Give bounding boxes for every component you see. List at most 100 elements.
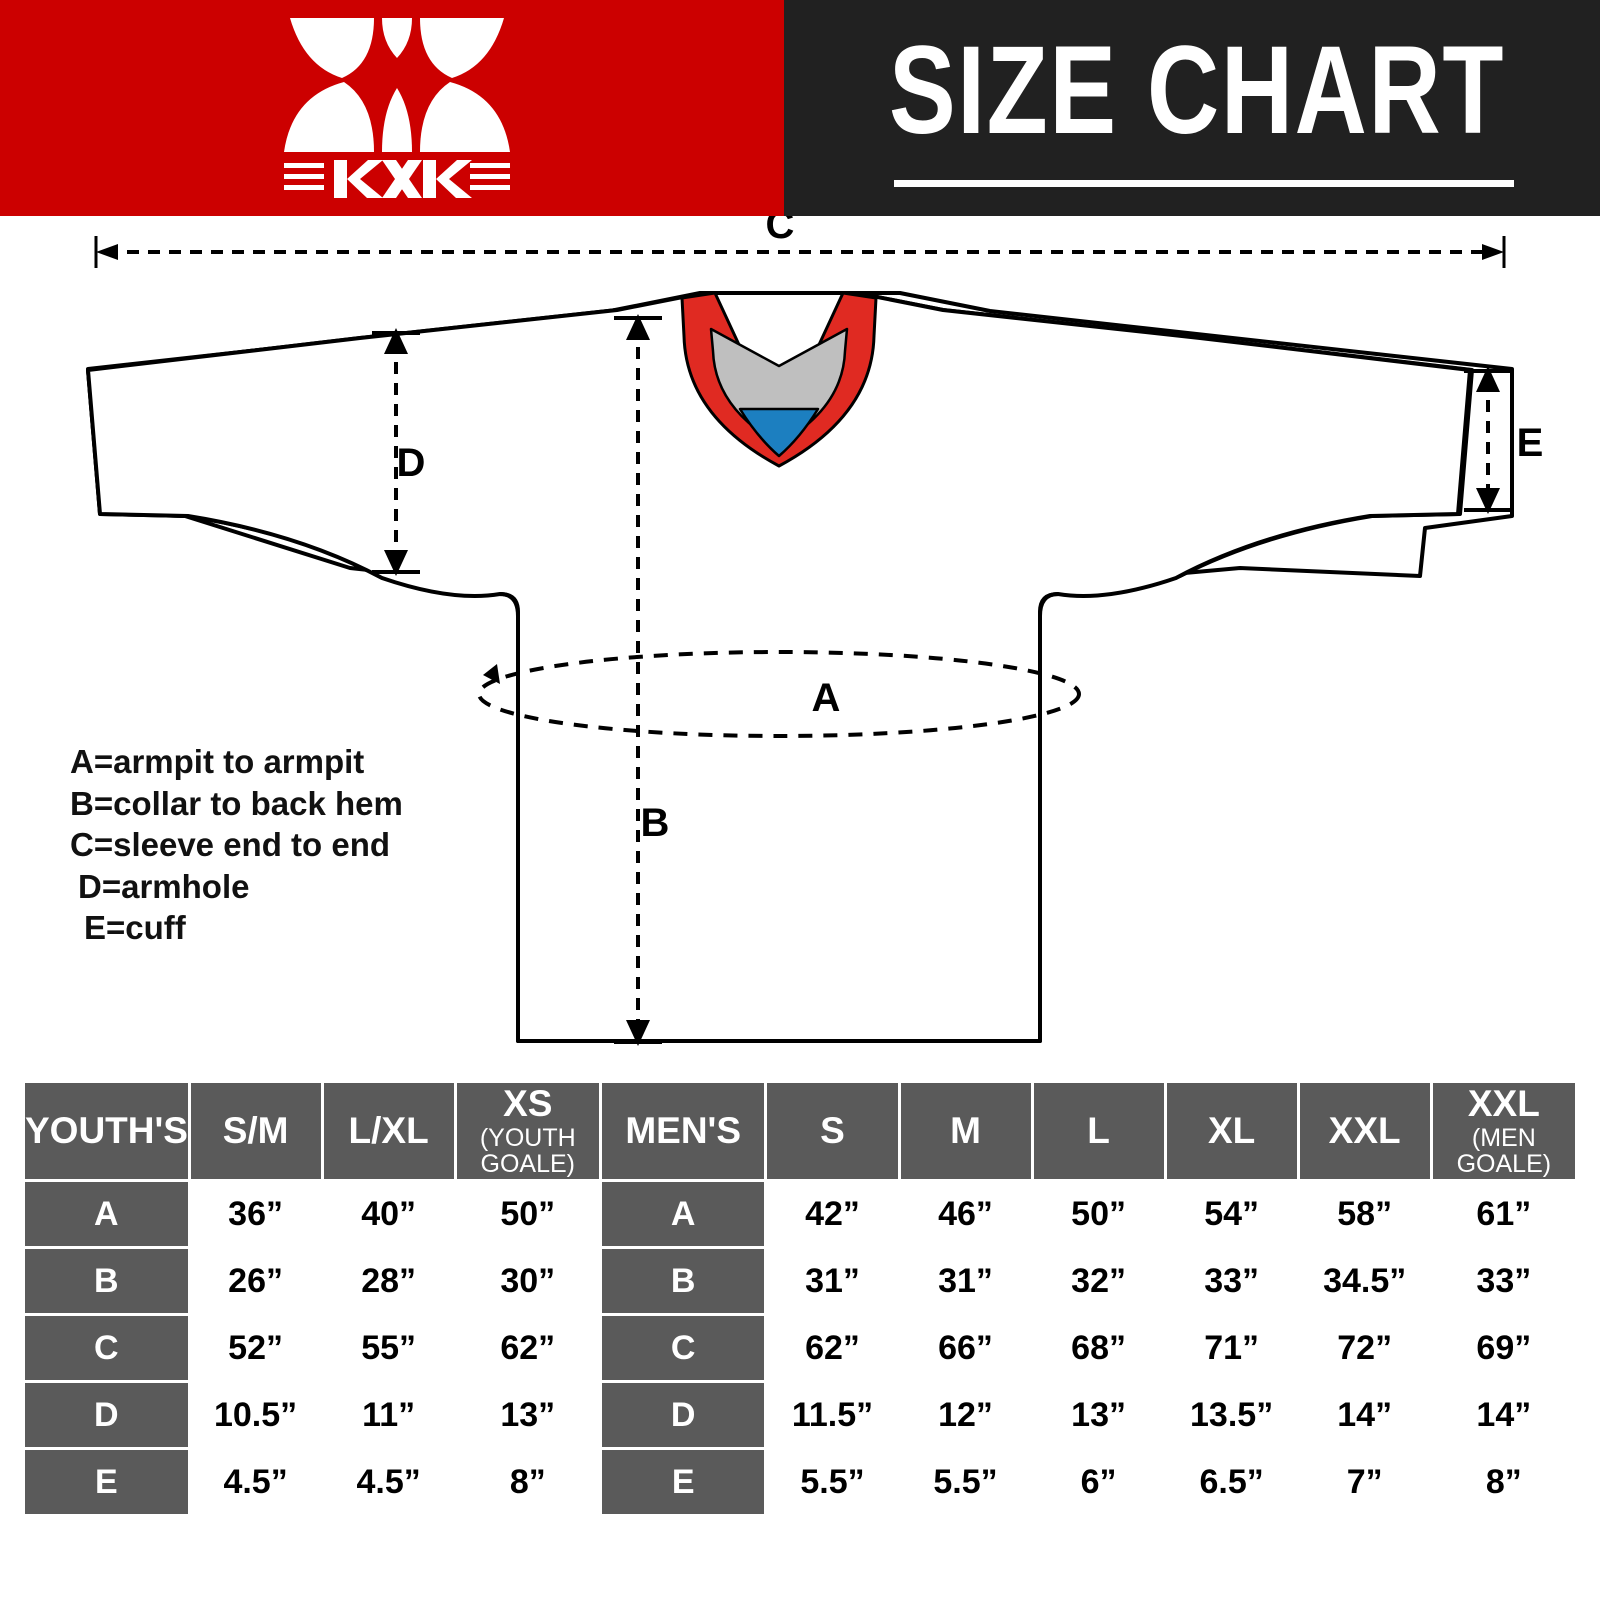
header-mens-size-4: XXL: [1299, 1083, 1430, 1179]
cell-mens-4-3: 6.5”: [1166, 1450, 1297, 1514]
cell-youth-3-0: 10.5”: [190, 1383, 321, 1447]
header-youth-size-2-main: XS: [503, 1082, 553, 1124]
cell-mens-2-1: 66”: [900, 1316, 1031, 1380]
armpit-left: [499, 592, 520, 617]
jersey-illustration: C D B E: [86, 216, 1544, 1046]
cell-mens-2-5: 69”: [1432, 1316, 1575, 1380]
cell-mens-3-4: 14”: [1299, 1383, 1430, 1447]
header-mens-size-2-main: L: [1087, 1109, 1110, 1151]
kxk-wordmark-icon: [284, 159, 510, 198]
row-label-youth-4: E: [25, 1450, 188, 1514]
cell-youth-0-1: 40”: [323, 1182, 454, 1246]
header-youth-size-2-sub: (YOUTH GOALE): [479, 1123, 576, 1178]
cell-mens-2-2: 68”: [1033, 1316, 1164, 1380]
cell-youth-3-2: 13”: [456, 1383, 599, 1447]
legend-line-b: B=collar to back hem: [70, 784, 403, 822]
row-label-youth-2: C: [25, 1316, 188, 1380]
page-title: SIZE CHART: [889, 21, 1505, 160]
legend-line-a: A=armpit to armpit: [70, 743, 365, 780]
measurement-legend: A=armpit to armpit B=collar to back hem …: [70, 741, 403, 949]
cell-youth-0-2: 50”: [456, 1182, 599, 1246]
dimension-d: [372, 328, 420, 576]
cell-mens-2-3: 71”: [1166, 1316, 1297, 1380]
size-table: YOUTH'S S/M L/XL XS (YOUTH GOALE) MEN'S S M L XL X…: [22, 1080, 1578, 1517]
legend-line-d: D=armhole: [78, 867, 250, 905]
cell-youth-0-0: 36”: [190, 1182, 321, 1246]
row-label-mens-3: D: [601, 1383, 765, 1447]
table-row: E 4.5” 4.5” 8” E 5.5” 5.5” 6” 6.5” 7” 8”: [25, 1450, 1575, 1514]
cell-mens-3-5: 14”: [1432, 1383, 1575, 1447]
cell-mens-0-1: 46”: [900, 1182, 1031, 1246]
cell-youth-4-0: 4.5”: [190, 1450, 321, 1514]
cell-mens-0-3: 54”: [1166, 1182, 1297, 1246]
header-youth-size-0-main: S/M: [222, 1109, 289, 1151]
cell-mens-3-3: 13.5”: [1166, 1383, 1297, 1447]
cell-youth-1-1: 28”: [323, 1249, 454, 1313]
cell-mens-0-0: 42”: [767, 1182, 898, 1246]
row-label-youth-0: A: [25, 1182, 188, 1246]
cell-youth-2-2: 62”: [456, 1316, 599, 1380]
cell-mens-2-0: 62”: [767, 1316, 898, 1380]
brand-panel: [0, 0, 784, 216]
header-mens-size-1: M: [900, 1083, 1031, 1179]
header-youth-size-2: XS (YOUTH GOALE): [456, 1082, 599, 1179]
header-mens-size-3: XL: [1166, 1083, 1297, 1179]
dimension-c: [94, 236, 1506, 268]
legend-line-c: C=sleeve end to end: [70, 826, 391, 864]
cell-youth-4-2: 8”: [456, 1450, 599, 1514]
header-mens: MEN'S: [601, 1083, 765, 1179]
page-header: SIZE CHART: [0, 0, 1600, 216]
dimension-e: [1464, 366, 1512, 514]
cell-mens-3-1: 12”: [900, 1383, 1031, 1447]
header-mens-size-1-main: M: [950, 1109, 981, 1151]
cell-mens-2-4: 72”: [1299, 1316, 1430, 1380]
row-label-youth-1: B: [25, 1249, 188, 1313]
dimension-b: [614, 314, 662, 1046]
jersey-diagram: C D B E: [0, 216, 1600, 1068]
dimension-label-b: B: [641, 801, 670, 845]
cell-mens-1-1: 31”: [900, 1249, 1031, 1313]
cell-youth-3-1: 11”: [323, 1383, 454, 1447]
header-mens-size-5-main: XXL: [1467, 1082, 1540, 1124]
cell-mens-0-5: 61”: [1432, 1182, 1575, 1246]
row-label-mens-1: B: [601, 1249, 765, 1313]
header-mens-size-5-sub: (MEN GOALE): [1456, 1123, 1552, 1178]
header-youth-size-0: S/M: [190, 1083, 321, 1179]
dimension-label-c: C: [766, 216, 795, 247]
row-label-youth-3: D: [25, 1383, 188, 1447]
collar: [680, 291, 878, 468]
header-mens-size-0: S: [767, 1083, 898, 1179]
size-table-container: YOUTH'S S/M L/XL XS (YOUTH GOALE) MEN'S S M L XL X…: [22, 1080, 1578, 1517]
table-row: B 26” 28” 30” B 31” 31” 32” 33” 34.5” 33”: [25, 1249, 1575, 1313]
cell-mens-1-2: 32”: [1033, 1249, 1164, 1313]
collar-blue-wedge: [738, 407, 820, 458]
dimension-label-d: D: [397, 441, 426, 485]
cell-mens-4-1: 5.5”: [900, 1450, 1031, 1514]
header-mens-size-0-main: S: [820, 1109, 845, 1151]
header-mens-size-3-main: XL: [1207, 1109, 1256, 1151]
header-youth: YOUTH'S: [25, 1083, 188, 1179]
cell-mens-4-4: 7”: [1299, 1450, 1430, 1514]
dimension-label-e: E: [1517, 421, 1544, 465]
header-mens-main: MEN'S: [625, 1109, 742, 1151]
cell-youth-1-0: 26”: [190, 1249, 321, 1313]
cell-mens-1-3: 33”: [1166, 1249, 1297, 1313]
legend-line-e: E=cuff: [84, 909, 186, 947]
row-label-mens-4: E: [601, 1450, 765, 1514]
cell-mens-1-5: 33”: [1432, 1249, 1575, 1313]
table-row: D 10.5” 11” 13” D 11.5” 12” 13” 13.5” 14” 14”: [25, 1383, 1575, 1447]
cell-youth-2-0: 52”: [190, 1316, 321, 1380]
cell-youth-2-1: 55”: [323, 1316, 454, 1380]
cell-mens-1-0: 31”: [767, 1249, 898, 1313]
table-header-row: YOUTH'S S/M L/XL XS (YOUTH GOALE) MEN'S S M L XL X…: [25, 1083, 1575, 1179]
header-youth-size-1-main: L/XL: [348, 1109, 429, 1151]
table-row: A 36” 40” 50” A 42” 46” 50” 54” 58” 61”: [25, 1182, 1575, 1246]
cell-mens-3-0: 11.5”: [767, 1383, 898, 1447]
header-youth-size-1: L/XL: [323, 1083, 454, 1179]
dimension-label-a: A: [812, 676, 841, 720]
brand-logo: [282, 16, 512, 201]
row-label-mens-0: A: [601, 1182, 765, 1246]
table-row: C 52” 55” 62” C 62” 66” 68” 71” 72” 69”: [25, 1316, 1575, 1380]
cell-mens-4-0: 5.5”: [767, 1450, 898, 1514]
dimension-a: [477, 650, 1081, 738]
